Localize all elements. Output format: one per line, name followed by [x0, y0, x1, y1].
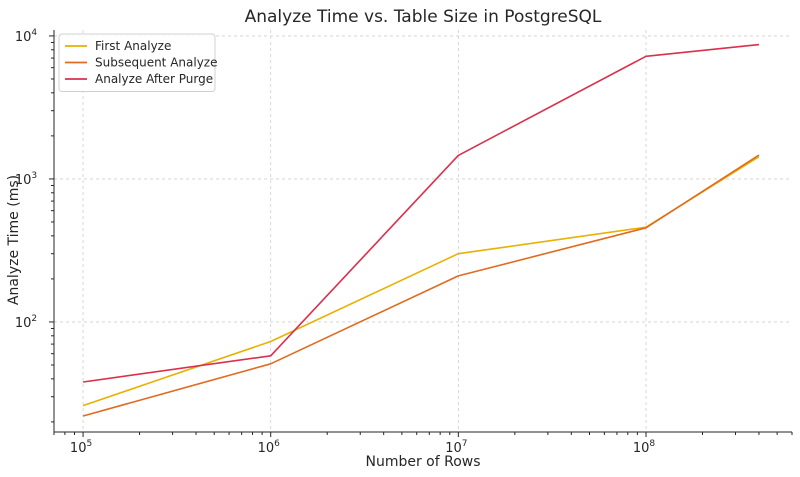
y-tick-base: 10: [15, 173, 32, 188]
y-tick-exponent: 4: [31, 28, 37, 38]
axes: [49, 30, 792, 437]
x-tick-label: 105: [70, 439, 92, 456]
y-axis-label: Analyze Time (ms): [6, 175, 22, 305]
y-tick-exponent: 2: [31, 314, 37, 324]
x-tick-base: 10: [445, 441, 462, 456]
y-tick-base: 10: [15, 316, 32, 331]
x-axis-label: Number of Rows: [365, 454, 480, 470]
legend-label: Subsequent Analyze: [95, 56, 218, 70]
y-tick-label: 104: [15, 28, 38, 45]
series-line-analyze-after-purge: [82, 43, 760, 383]
y-tick-label: 103: [15, 171, 37, 188]
legend-label: Analyze After Purge: [95, 72, 213, 86]
x-tick-label: 107: [445, 439, 467, 456]
legend: First Analyze Subsequent Analyze Analyze A…: [58, 33, 218, 92]
minor-ticks: [51, 41, 793, 435]
y-tick-base: 10: [15, 30, 32, 45]
x-tick-base: 10: [70, 441, 87, 456]
x-tick-exponent: 8: [649, 439, 655, 449]
series-group: [82, 43, 760, 417]
series-line-subsequent-analyze: [82, 154, 760, 417]
x-tick-base: 10: [633, 441, 650, 456]
x-tick-exponent: 6: [274, 439, 280, 449]
x-tick-exponent: 5: [86, 439, 92, 449]
x-tick-label: 108: [633, 439, 656, 456]
legend-label: First Analyze: [95, 39, 171, 53]
grid: [54, 30, 792, 432]
y-tick-label: 102: [15, 314, 37, 331]
legend-box: [58, 33, 216, 92]
y-tick-exponent: 3: [31, 171, 37, 181]
x-tick-label: 106: [258, 439, 281, 456]
chart-title: Analyze Time vs. Table Size in PostgreSQ…: [245, 7, 602, 27]
x-tick-labels: 105 106 107 108: [70, 439, 655, 456]
x-tick-exponent: 7: [462, 439, 468, 449]
x-tick-base: 10: [258, 441, 275, 456]
